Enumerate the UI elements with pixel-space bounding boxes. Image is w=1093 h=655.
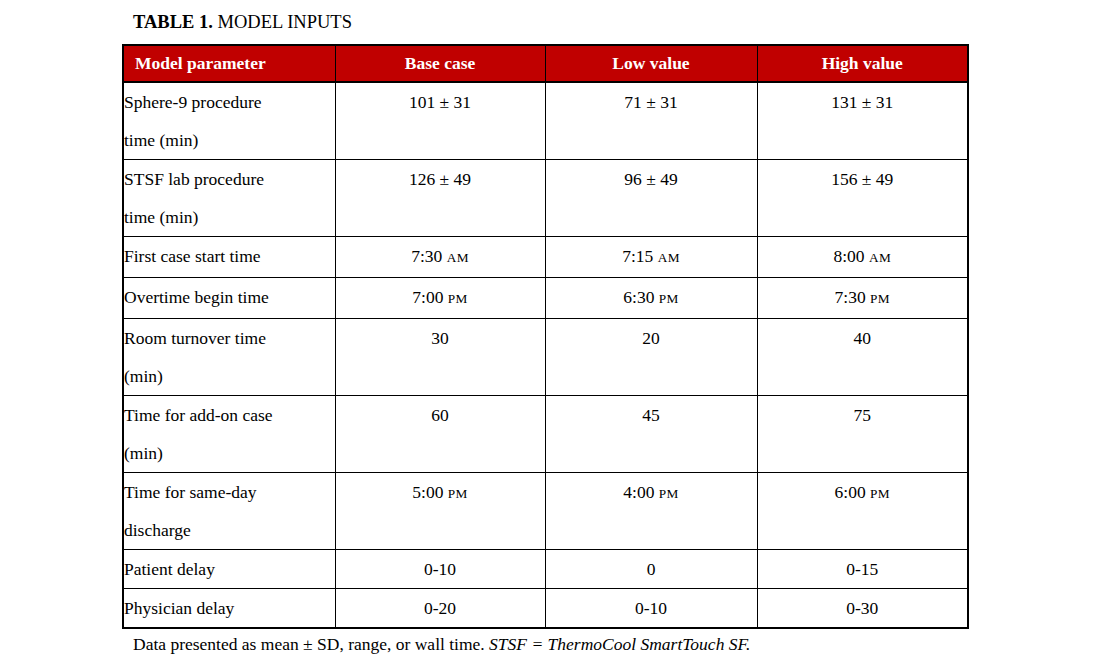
value-cell: 20 — [545, 319, 757, 396]
table-header-row: Model parameter Base case Low value High… — [123, 45, 968, 82]
value-cell: 4:00 PM — [545, 473, 757, 550]
table-caption-text: MODEL INPUTS — [213, 12, 352, 32]
table-footnote: Data presented as mean ± SD, range, or w… — [122, 633, 967, 655]
column-header-base-case: Base case — [335, 45, 545, 82]
value-cell: 7:15 AM — [545, 237, 757, 278]
param-cell: Room turnover time(min) — [123, 319, 335, 396]
value-cell: 30 — [335, 319, 545, 396]
document-area: TABLE 1. MODEL INPUTS Model parameter Ba… — [122, 11, 967, 655]
param-cell: Overtime begin time — [123, 278, 335, 319]
table-row: First case start time7:30 AM7:15 AM8:00 … — [123, 237, 968, 278]
value-cell: 8:00 AM — [757, 237, 968, 278]
value-cell: 45 — [545, 396, 757, 473]
column-header-high-value: High value — [757, 45, 968, 82]
value-cell: 126 ± 49 — [335, 160, 545, 237]
meridiem-smallcaps: PM — [659, 291, 679, 306]
table-row: Sphere-9 proceduretime (min)101 ± 3171 ±… — [123, 82, 968, 160]
value-cell: 0-10 — [545, 589, 757, 629]
value-cell: 7:00 PM — [335, 278, 545, 319]
meridiem-smallcaps: PM — [870, 486, 890, 501]
value-cell: 5:00 PM — [335, 473, 545, 550]
value-cell: 101 ± 31 — [335, 82, 545, 160]
column-header-low-value: Low value — [545, 45, 757, 82]
table-caption-number: TABLE 1. — [133, 12, 213, 32]
table-row: Time for same-daydischarge5:00 PM4:00 PM… — [123, 473, 968, 550]
model-inputs-table: Model parameter Base case Low value High… — [122, 44, 969, 629]
value-cell: 0-15 — [757, 550, 968, 589]
value-cell: 0-30 — [757, 589, 968, 629]
meridiem-smallcaps: PM — [448, 486, 468, 501]
value-cell: 6:30 PM — [545, 278, 757, 319]
value-cell: 96 ± 49 — [545, 160, 757, 237]
table-row: STSF lab proceduretime (min)126 ± 4996 ±… — [123, 160, 968, 237]
table-row: Physician delay0-200-100-30 — [123, 589, 968, 629]
value-cell: 7:30 PM — [757, 278, 968, 319]
value-cell: 71 ± 31 — [545, 82, 757, 160]
value-cell: 0-20 — [335, 589, 545, 629]
meridiem-smallcaps: AM — [447, 250, 469, 265]
meridiem-smallcaps: PM — [448, 291, 468, 306]
param-cell: Sphere-9 proceduretime (min) — [123, 82, 335, 160]
value-cell: 0 — [545, 550, 757, 589]
value-cell: 7:30 AM — [335, 237, 545, 278]
table-row: Room turnover time(min)302040 — [123, 319, 968, 396]
footnote-abbreviation: STSF = ThermoCool SmartTouch SF. — [489, 634, 750, 654]
table-row: Patient delay0-1000-15 — [123, 550, 968, 589]
value-cell: 60 — [335, 396, 545, 473]
param-cell: Time for add-on case(min) — [123, 396, 335, 473]
param-cell: Patient delay — [123, 550, 335, 589]
meridiem-smallcaps: AM — [658, 250, 680, 265]
table-row: Overtime begin time7:00 PM6:30 PM7:30 PM — [123, 278, 968, 319]
value-cell: 156 ± 49 — [757, 160, 968, 237]
param-cell: Physician delay — [123, 589, 335, 629]
value-cell: 6:00 PM — [757, 473, 968, 550]
meridiem-smallcaps: PM — [659, 486, 679, 501]
value-cell: 40 — [757, 319, 968, 396]
param-cell: Time for same-daydischarge — [123, 473, 335, 550]
meridiem-smallcaps: AM — [869, 250, 891, 265]
value-cell: 0-10 — [335, 550, 545, 589]
column-header-model-parameter: Model parameter — [123, 45, 335, 82]
param-cell: First case start time — [123, 237, 335, 278]
meridiem-smallcaps: PM — [870, 291, 890, 306]
param-cell: STSF lab proceduretime (min) — [123, 160, 335, 237]
table-caption: TABLE 1. MODEL INPUTS — [122, 11, 967, 33]
table-row: Time for add-on case(min)604575 — [123, 396, 968, 473]
value-cell: 131 ± 31 — [757, 82, 968, 160]
value-cell: 75 — [757, 396, 968, 473]
footnote-text: Data presented as mean ± SD, range, or w… — [133, 634, 489, 654]
